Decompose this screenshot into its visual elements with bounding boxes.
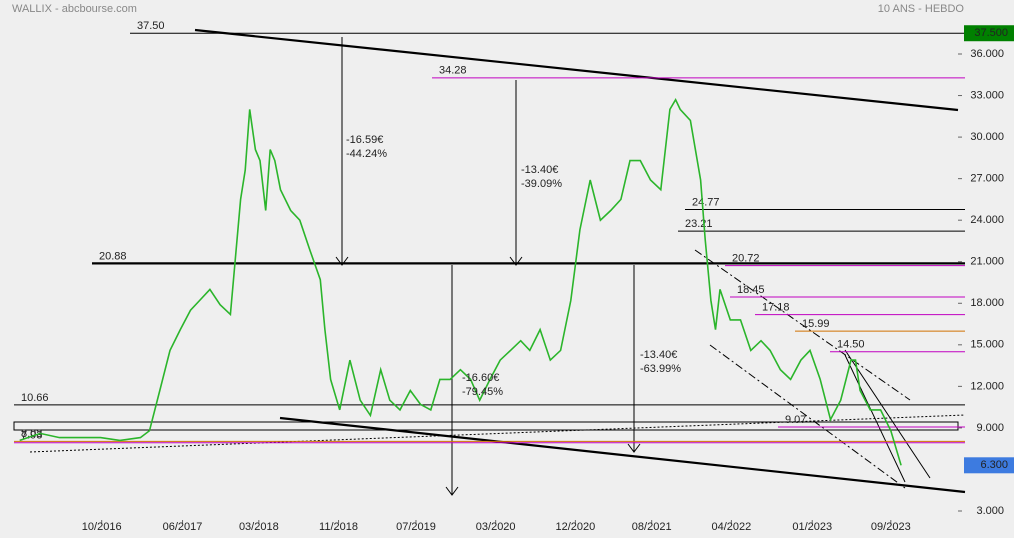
x-tick-label: 06/2017 bbox=[163, 521, 203, 533]
x-tick-label: 01/2023 bbox=[792, 521, 832, 533]
y-tick-label: 9.000 bbox=[976, 422, 1004, 434]
x-tick-label: 09/2023 bbox=[871, 521, 911, 533]
level-label: 18.45 bbox=[737, 284, 765, 296]
layout-lines bbox=[13, 28, 966, 496]
annotation: -16.59€ bbox=[346, 134, 383, 146]
arrow bbox=[445, 265, 459, 496]
level-label: 34.28 bbox=[439, 65, 467, 77]
trend-line bbox=[844, 349, 931, 479]
y-tick-label: 33.000 bbox=[970, 89, 1004, 101]
y-tick-label: 15.000 bbox=[970, 339, 1004, 351]
level-label: 20.88 bbox=[99, 250, 127, 262]
level-label: 20.72 bbox=[732, 253, 760, 265]
level-label: 37.50 bbox=[137, 20, 165, 32]
level-label: 9.07 bbox=[785, 414, 806, 426]
x-tick-label: 10/2016 bbox=[82, 521, 122, 533]
annotation: -63.99% bbox=[640, 363, 681, 375]
chart-subtitle: 10 ANS - HEBDO bbox=[878, 3, 965, 15]
level-label: 14.50 bbox=[837, 339, 865, 351]
high-price-box-label: 37.500 bbox=[974, 27, 1008, 39]
range-box bbox=[13, 421, 959, 431]
y-tick-label: 30.000 bbox=[970, 131, 1004, 143]
level-label: 15.99 bbox=[802, 318, 830, 330]
arrow bbox=[509, 80, 523, 266]
annotation: -39.09% bbox=[521, 178, 562, 190]
y-tick-label: 36.000 bbox=[970, 48, 1004, 60]
level-label: 17.18 bbox=[762, 302, 790, 314]
y-tick-label: 24.000 bbox=[970, 214, 1004, 226]
x-tick-label: 07/2019 bbox=[396, 521, 436, 533]
level-label: 8.03 bbox=[21, 428, 42, 440]
last-price-box bbox=[964, 457, 1014, 474]
x-tick-label: 11/2018 bbox=[319, 521, 358, 533]
price-line bbox=[19, 97, 902, 466]
arrow bbox=[335, 37, 349, 266]
y-tick-label: 3.000 bbox=[976, 505, 1004, 517]
y-tick-label: 27.000 bbox=[970, 173, 1004, 185]
x-tick-label: 08/2021 bbox=[632, 521, 672, 533]
high-price-box bbox=[964, 25, 1014, 42]
annotation: -16.60€ bbox=[462, 372, 499, 384]
annotation: -13.40€ bbox=[521, 164, 558, 176]
channel-line bbox=[694, 249, 911, 401]
y-tick-label: 12.000 bbox=[970, 380, 1004, 392]
chart-title: WALLIX - abcbourse.com bbox=[12, 3, 137, 15]
trend-line bbox=[194, 28, 959, 112]
x-tick-label: 03/2020 bbox=[476, 521, 516, 533]
annotation: -79.45% bbox=[462, 386, 503, 398]
x-tick-label: 03/2018 bbox=[239, 521, 279, 533]
arrow bbox=[627, 265, 641, 453]
x-tick-label: 12/2020 bbox=[556, 521, 596, 533]
level-label: 10.66 bbox=[21, 392, 49, 404]
annotation: -13.40€ bbox=[640, 349, 677, 361]
level-label: 24.77 bbox=[692, 196, 720, 208]
y-tick-label: 21.000 bbox=[970, 256, 1004, 268]
trend-line bbox=[844, 354, 906, 483]
annotation: -44.24% bbox=[346, 148, 387, 160]
last-price-box-label: 6.300 bbox=[980, 459, 1008, 471]
x-tick-label: 04/2022 bbox=[712, 521, 752, 533]
level-label: 23.21 bbox=[685, 218, 713, 230]
y-tick-label: 18.000 bbox=[970, 297, 1004, 309]
